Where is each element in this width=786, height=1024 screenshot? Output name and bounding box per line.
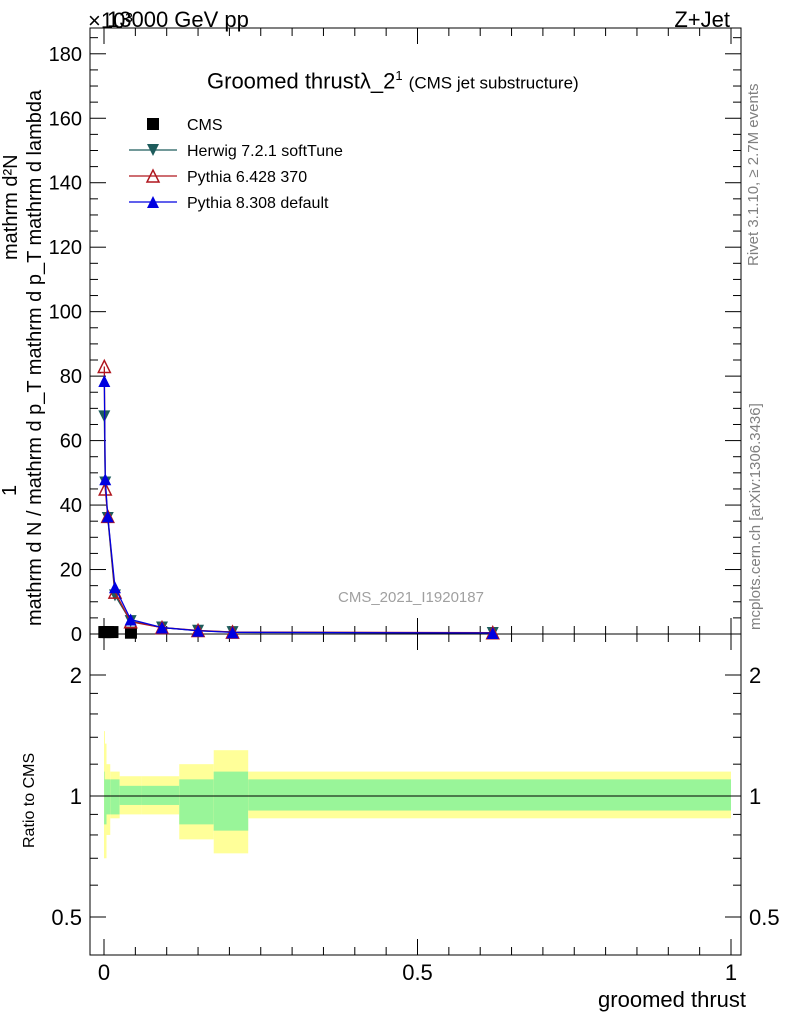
data-point [98,481,113,496]
analysis-watermark: CMS_2021_I1920187 [338,589,484,606]
ratio-stat-band [104,771,105,825]
data-point [106,626,119,639]
ratio-stat-band [106,779,111,815]
ratio-stat-band [110,779,120,815]
ratio-uncertainty-bands [104,731,731,859]
legend: CMS Herwig 7.2.1 softTune Pythia 6.428 370… [129,117,343,212]
ratio-y-tick-label-right: 0.5 [749,905,780,930]
ratio-y-tick-label: 2 [70,663,82,688]
energy-label: 13000 GeV pp [107,7,249,32]
y-axis-label-denominator: mathrm d N / mathrm d p_T mathrm d p_T m… [24,89,46,626]
ratio-plot-frame [89,633,742,956]
data-point [124,613,137,626]
y-tick-label: 80 [60,366,82,388]
legend-label: Herwig 7.2.1 softTune [187,143,343,160]
ratio-stat-band [179,779,214,825]
ratio-y-tick-label-right: 2 [749,663,761,688]
chart-title-text: Groomed thrustλ_2 [207,68,396,94]
data-point [97,358,112,374]
y-tick-label: 140 [49,173,82,195]
data-point [98,374,111,387]
data-point [124,626,137,639]
ratio-frame-border [89,633,742,956]
chart-subtitle: (CMS jet substructure) [408,73,579,93]
y-tick-label: 60 [60,431,82,453]
legend-label: Pythia 8.308 default [187,195,329,212]
ratio-y-tick-label: 1 [70,784,82,809]
ratio-stat-band [213,771,249,831]
ratio-y-axis-label: Ratio to CMS [21,752,38,848]
y-axis-label-fraction-top: mathrm d²N [0,154,22,260]
ratio-stat-band [141,785,180,805]
ratio-stat-band [104,779,107,825]
chart-title: Groomed thrustλ_21 (CMS jet substructure… [207,68,579,94]
x-axis-label: groomed thrust [598,987,746,1012]
legend-marker [147,196,159,208]
data-point [101,510,114,523]
y-tick-label: 160 [49,108,82,130]
data-point [155,621,168,634]
x-tick-label: 0.5 [402,960,433,985]
legend-label: CMS [187,117,223,134]
process-label: Z+Jet [674,7,730,32]
series-0 [98,626,137,639]
legend-label: Pythia 6.428 370 [187,169,307,186]
ratio-stat-band [248,779,731,811]
data-point [226,626,239,639]
ratio-stat-band [119,785,142,805]
ratio-y-tick-label: 0.5 [51,905,82,930]
scale-exponent: ×10³ [88,8,133,33]
data-point [99,473,112,486]
data-point [486,627,499,640]
rivet-version-label: Rivet 3.1.10, ≥ 2.7M events [745,83,762,267]
series-3 [98,374,499,640]
data-point [192,624,205,637]
legend-marker [145,168,161,183]
legend-marker [147,144,159,156]
tick-labels: 0 20 40 60 80 100 120 140 160 180 0 0.5 1 0.5 0.5 1 1 2 2 [49,44,780,985]
y-tick-label: 180 [49,44,82,66]
ratio-y-tick-label-right: 1 [749,784,761,809]
y-tick-label: 20 [60,560,82,582]
x-tick-label: 1 [725,960,737,985]
y-tick-label: 120 [49,237,82,259]
chart-title-superscript: 1 [395,68,403,83]
legend-marker [147,118,159,130]
y-tick-label: 0 [71,624,82,646]
data-series-group [97,358,500,640]
y-tick-label: 100 [49,302,82,324]
mcplots-site-label: mcplots.cern.ch [arXiv:1306.3436] [747,403,764,630]
x-tick-label: 0 [98,960,110,985]
data-point [108,581,121,594]
y-tick-label: 40 [60,495,82,517]
y-axis-label-numerator: 1 [0,484,21,496]
